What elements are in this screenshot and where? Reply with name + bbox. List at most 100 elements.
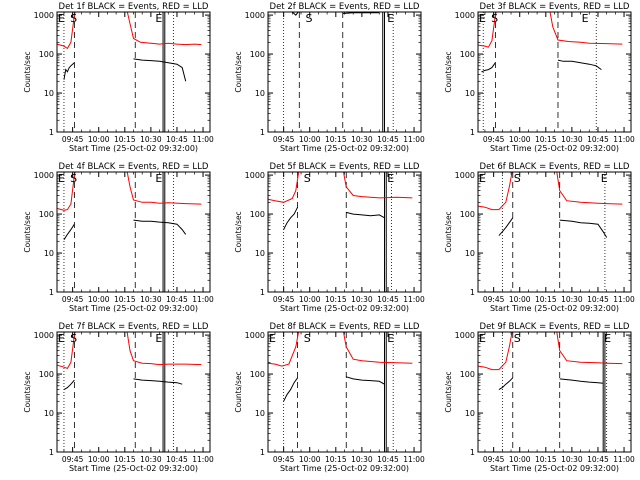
x-axis-label: Start Time (25-Oct-02 09:32:00) [280, 464, 409, 473]
plot-area [57, 172, 202, 292]
x-tick-label: 10:15 [535, 135, 557, 144]
lld-series-line [556, 172, 623, 205]
panel-title: Det 9f BLACK = Events, RED = LLD [480, 322, 630, 332]
events-series-line [283, 206, 299, 230]
y-axis-label: Counts/sec [23, 211, 32, 252]
x-tick-label: 11:00 [192, 455, 214, 464]
events-series-line [557, 59, 602, 71]
events-series-line [291, 12, 299, 16]
y-tick-label: 10 [44, 249, 54, 258]
events-series-line [283, 377, 299, 402]
lld-series-line [556, 332, 623, 365]
event-marker-label: S [514, 332, 521, 345]
panel-title: Det 3f BLACK = Events, RED = LLD [480, 2, 630, 12]
y-tick-label: 100 [39, 370, 54, 379]
x-tick-label: 10:30 [561, 455, 583, 464]
x-tick-label: 09:45 [273, 455, 295, 464]
events-series-line [133, 58, 187, 82]
event-marker-label: E [601, 172, 608, 185]
y-tick-label: 1 [470, 128, 475, 137]
events-series-line [498, 217, 514, 236]
y-tick-label: 1000 [34, 171, 54, 180]
panel-title: Det 5f BLACK = Events, RED = LLD [270, 162, 420, 172]
y-tick-label: 1000 [34, 11, 54, 20]
x-tick-label: 10:00 [509, 455, 531, 464]
lld-series-line [268, 172, 300, 203]
x-tick-label: 10:45 [166, 455, 188, 464]
y-tick-label: 1000 [245, 11, 265, 20]
event-marker-label: E [479, 12, 486, 25]
lld-series-line [126, 332, 202, 366]
x-tick-label: 10:45 [166, 295, 188, 304]
y-tick-label: 100 [39, 50, 54, 59]
panel-title: Det 4f BLACK = Events, RED = LLD [59, 162, 209, 172]
x-axis-label: Start Time (25-Oct-02 09:32:00) [280, 144, 409, 153]
x-tick-label: 10:15 [325, 135, 347, 144]
x-tick-label: 10:15 [325, 455, 347, 464]
x-tick-label: 09:45 [273, 135, 295, 144]
events-series-line [346, 376, 385, 385]
lld-series-line [57, 172, 76, 211]
x-axis-label: Start Time (25-Oct-02 09:32:00) [490, 304, 619, 313]
plot-area [268, 172, 413, 292]
y-tick-label: 1 [49, 448, 54, 457]
y-tick-label: 1 [260, 448, 265, 457]
event-marker-label: S [304, 172, 311, 185]
y-tick-label: 100 [460, 50, 475, 59]
event-marker-label: E [387, 332, 394, 345]
y-tick-label: 100 [250, 210, 265, 219]
event-marker-label: S [70, 172, 77, 185]
events-series-line [559, 378, 604, 384]
x-tick-label: 11:00 [613, 295, 635, 304]
x-tick-label: 09:45 [62, 295, 84, 304]
x-tick-label: 11:00 [192, 295, 214, 304]
x-tick-label: 09:45 [483, 455, 505, 464]
event-marker-label: E [58, 332, 65, 345]
axes-frame [56, 331, 211, 453]
axes-frame [267, 331, 422, 453]
x-tick-label: 10:45 [587, 135, 609, 144]
x-tick-label: 10:45 [377, 295, 399, 304]
panel-5: Det 5f BLACK = Events, RED = LLD 1 10 100 10… [234, 162, 425, 313]
x-tick-label: 10:15 [114, 295, 136, 304]
x-tick-label: 10:45 [587, 455, 609, 464]
event-marker-label: E [155, 12, 162, 25]
lld-series-line [478, 332, 513, 371]
x-tick-label: 10:00 [299, 135, 321, 144]
x-tick-label: 10:30 [351, 135, 373, 144]
x-axis-label: Start Time (25-Oct-02 09:32:00) [69, 464, 198, 473]
x-tick-label: 10:45 [377, 455, 399, 464]
events-series-line [346, 211, 385, 219]
event-marker-label: E [155, 172, 162, 185]
plot-area [57, 12, 202, 132]
x-axis-label: Start Time (25-Oct-02 09:32:00) [69, 144, 198, 153]
x-axis-label: Start Time (25-Oct-02 09:32:00) [490, 464, 619, 473]
y-tick-label: 10 [44, 89, 54, 98]
event-marker-label: E [387, 172, 394, 185]
x-tick-label: 11:00 [613, 135, 635, 144]
lld-series-line [342, 332, 413, 364]
plot-area [478, 172, 623, 292]
x-tick-label: 10:45 [166, 135, 188, 144]
events-series-line [559, 219, 608, 238]
plot-area [478, 332, 623, 452]
lld-series-line [57, 332, 76, 370]
events-series-line [342, 12, 380, 14]
y-tick-label: 100 [250, 50, 265, 59]
axes-frame [477, 331, 632, 453]
y-tick-label: 1000 [245, 331, 265, 340]
x-tick-label: 11:00 [403, 135, 425, 144]
x-tick-label: 10:30 [351, 455, 373, 464]
y-tick-label: 1 [49, 288, 54, 297]
x-tick-label: 10:00 [509, 295, 531, 304]
event-marker-label: S [514, 172, 521, 185]
y-tick-label: 1000 [455, 331, 475, 340]
x-tick-label: 10:30 [351, 295, 373, 304]
x-tick-label: 10:00 [509, 135, 531, 144]
event-marker-label: E [479, 332, 486, 345]
y-tick-label: 1000 [455, 11, 475, 20]
x-tick-label: 10:30 [140, 295, 162, 304]
x-tick-label: 09:45 [483, 135, 505, 144]
x-tick-label: 11:00 [403, 295, 425, 304]
plot-area [57, 332, 202, 452]
